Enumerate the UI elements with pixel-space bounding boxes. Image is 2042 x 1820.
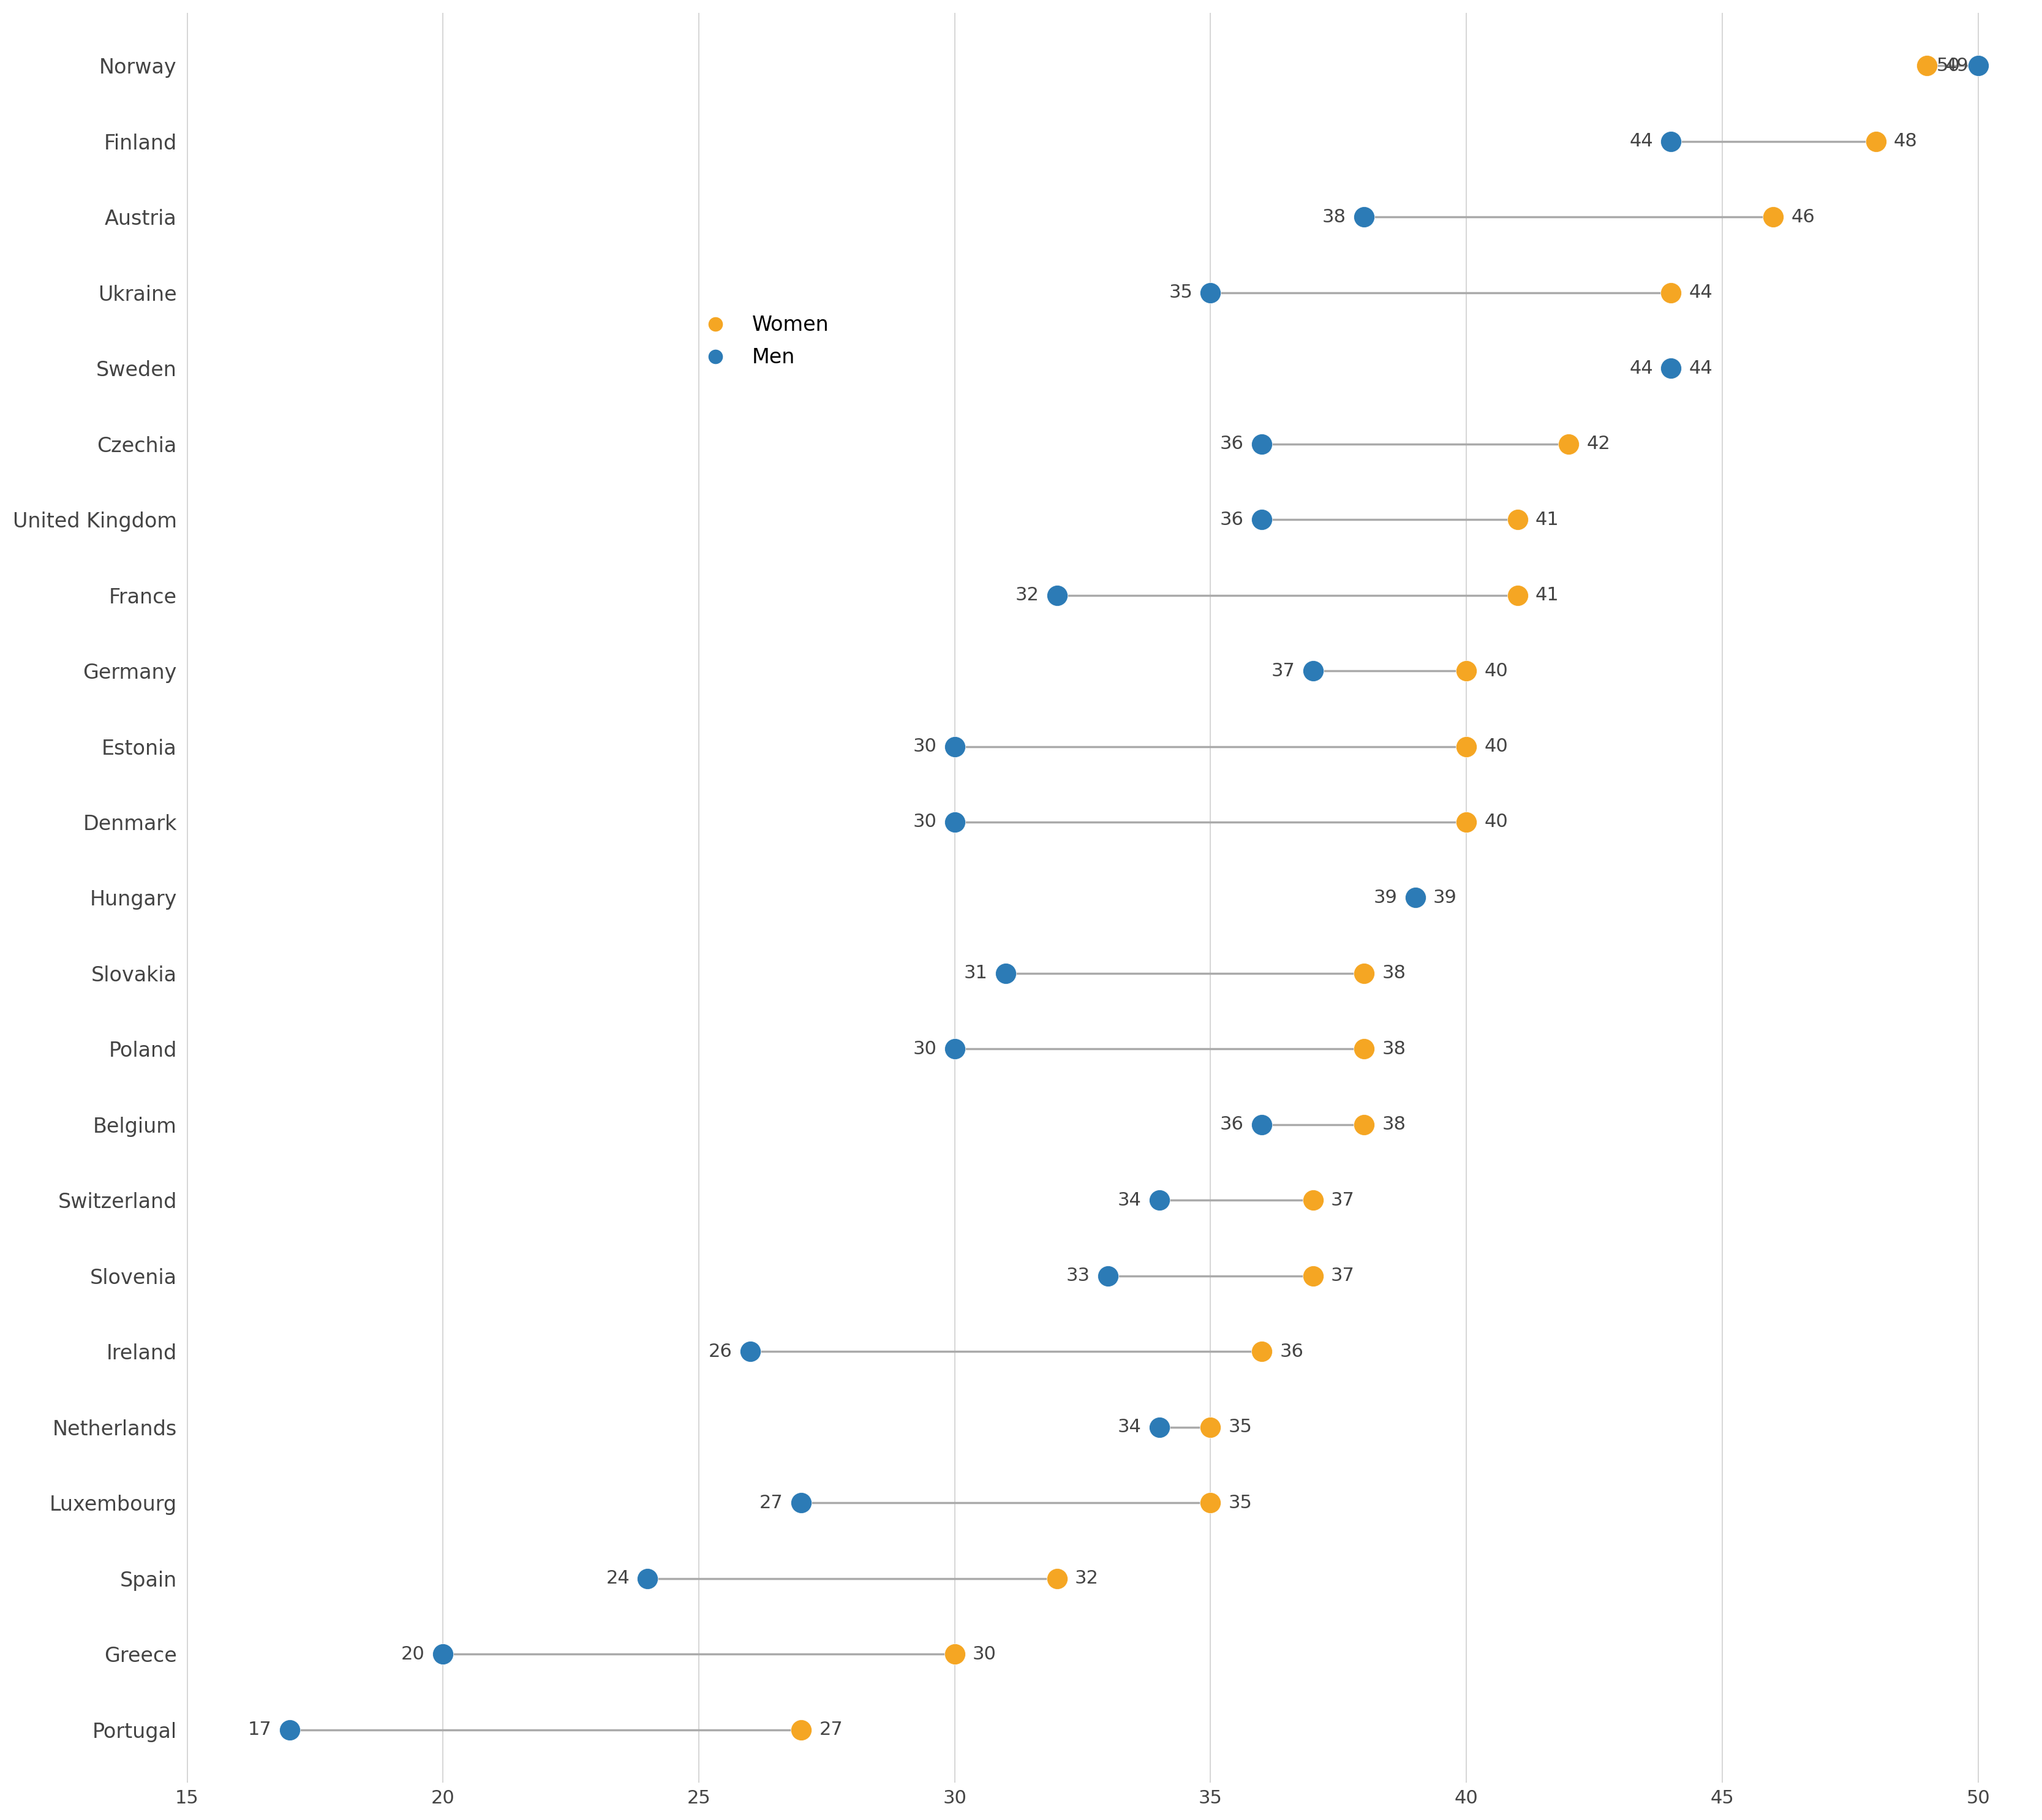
Text: 30: 30	[913, 814, 937, 832]
Point	[274, 1714, 306, 1744]
Text: 38: 38	[1382, 1116, 1405, 1134]
Text: 30: 30	[913, 737, 937, 755]
Point	[1297, 1185, 1329, 1214]
Point	[631, 1563, 664, 1592]
Text: 41: 41	[1536, 586, 1560, 604]
Text: 36: 36	[1219, 511, 1244, 528]
Point	[1297, 1261, 1329, 1290]
Text: 17: 17	[247, 1722, 272, 1738]
Point	[784, 1489, 817, 1518]
Text: 36: 36	[1280, 1343, 1303, 1360]
Text: 26: 26	[709, 1343, 733, 1360]
Point	[1860, 127, 1893, 157]
Point	[1450, 808, 1482, 837]
Point	[733, 1338, 766, 1367]
Text: 35: 35	[1229, 1494, 1252, 1512]
Point	[427, 1640, 459, 1669]
Point	[1195, 278, 1227, 308]
Text: 41: 41	[1536, 511, 1560, 528]
Text: 20: 20	[402, 1645, 425, 1663]
Point	[1552, 430, 1585, 459]
Text: 35: 35	[1168, 284, 1193, 302]
Point	[1144, 1185, 1176, 1214]
Text: 39: 39	[1433, 888, 1456, 906]
Text: 33: 33	[1066, 1267, 1090, 1285]
Text: 42: 42	[1587, 435, 1611, 453]
Text: 44: 44	[1689, 359, 1713, 377]
Text: 34: 34	[1117, 1418, 1141, 1436]
Point	[1911, 51, 1944, 80]
Point	[1399, 883, 1431, 912]
Point	[1654, 353, 1687, 382]
Point	[1654, 127, 1687, 157]
Point	[1246, 1338, 1278, 1367]
Text: 40: 40	[1485, 662, 1507, 679]
Point	[1348, 202, 1380, 231]
Text: 38: 38	[1382, 965, 1405, 983]
Point	[1144, 1412, 1176, 1441]
Text: 30: 30	[972, 1645, 996, 1663]
Text: 38: 38	[1323, 207, 1346, 226]
Legend: Women, Men: Women, Men	[694, 315, 829, 368]
Point	[990, 959, 1023, 988]
Point	[939, 1640, 972, 1669]
Text: 40: 40	[1485, 737, 1507, 755]
Point	[939, 808, 972, 837]
Point	[1501, 504, 1534, 533]
Point	[1654, 353, 1687, 382]
Text: 35: 35	[1229, 1418, 1252, 1436]
Text: 27: 27	[819, 1722, 843, 1738]
Point	[939, 732, 972, 761]
Text: 50: 50	[1936, 56, 1960, 75]
Point	[1962, 51, 1995, 80]
Point	[1348, 1034, 1380, 1063]
Point	[939, 1034, 972, 1063]
Point	[1756, 202, 1789, 231]
Point	[1246, 1110, 1278, 1139]
Text: 48: 48	[1893, 133, 1917, 151]
Point	[1041, 581, 1074, 610]
Text: 37: 37	[1331, 1267, 1354, 1285]
Text: 46: 46	[1791, 207, 1815, 226]
Text: 32: 32	[1074, 1569, 1099, 1587]
Point	[1041, 1563, 1074, 1592]
Point	[1654, 278, 1687, 308]
Point	[1399, 883, 1431, 912]
Point	[1450, 657, 1482, 686]
Text: 24: 24	[606, 1569, 629, 1587]
Text: 44: 44	[1630, 359, 1654, 377]
Text: 31: 31	[964, 965, 988, 983]
Text: 39: 39	[1374, 888, 1397, 906]
Text: 36: 36	[1219, 435, 1244, 453]
Point	[1297, 657, 1329, 686]
Text: 49: 49	[1944, 56, 1968, 75]
Text: 44: 44	[1689, 284, 1713, 302]
Text: 32: 32	[1015, 586, 1039, 604]
Text: 40: 40	[1485, 814, 1507, 832]
Text: 36: 36	[1219, 1116, 1244, 1134]
Point	[784, 1714, 817, 1744]
Point	[1450, 732, 1482, 761]
Text: 38: 38	[1382, 1039, 1405, 1057]
Text: 30: 30	[913, 1039, 937, 1057]
Text: 37: 37	[1270, 662, 1295, 679]
Text: 44: 44	[1630, 133, 1654, 151]
Point	[1195, 1489, 1227, 1518]
Point	[1246, 430, 1278, 459]
Point	[1092, 1261, 1125, 1290]
Text: 34: 34	[1117, 1192, 1141, 1208]
Point	[1195, 1412, 1227, 1441]
Text: 27: 27	[760, 1494, 784, 1512]
Point	[1246, 504, 1278, 533]
Text: 37: 37	[1331, 1192, 1354, 1208]
Point	[1348, 959, 1380, 988]
Point	[1348, 1110, 1380, 1139]
Point	[1501, 581, 1534, 610]
